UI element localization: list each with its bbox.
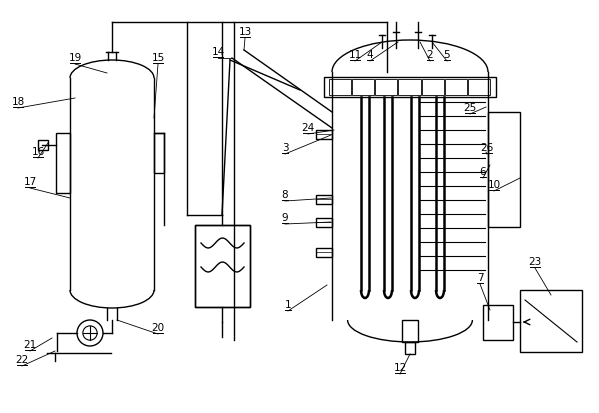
- Text: 14: 14: [211, 47, 225, 57]
- Bar: [405, 342, 415, 354]
- Text: 16: 16: [31, 147, 44, 157]
- Bar: [468, 79, 490, 95]
- Text: 3: 3: [282, 143, 288, 153]
- Text: 9: 9: [282, 213, 288, 223]
- Bar: [316, 218, 332, 227]
- Text: 8: 8: [282, 190, 288, 200]
- Text: 26: 26: [480, 143, 494, 153]
- Bar: [402, 320, 418, 342]
- Bar: [195, 225, 250, 307]
- Bar: [398, 79, 420, 95]
- Text: 22: 22: [16, 355, 29, 365]
- Bar: [316, 248, 332, 257]
- Text: 18: 18: [11, 97, 25, 107]
- Bar: [488, 112, 520, 227]
- Text: 4: 4: [367, 50, 373, 60]
- Text: 19: 19: [68, 53, 81, 63]
- Text: 25: 25: [464, 103, 477, 113]
- Bar: [520, 290, 582, 352]
- Text: 10: 10: [488, 180, 501, 190]
- Text: 5: 5: [444, 50, 450, 60]
- Bar: [38, 140, 48, 150]
- Text: 20: 20: [152, 323, 165, 333]
- Text: 13: 13: [238, 27, 252, 37]
- Bar: [316, 195, 332, 204]
- Text: 21: 21: [23, 340, 37, 350]
- Text: 7: 7: [477, 273, 483, 283]
- Text: 24: 24: [301, 123, 314, 133]
- Text: 6: 6: [480, 167, 486, 177]
- Bar: [316, 130, 332, 139]
- Bar: [329, 79, 351, 95]
- Bar: [376, 79, 397, 95]
- Text: 17: 17: [23, 177, 37, 187]
- Bar: [483, 305, 513, 340]
- Bar: [154, 133, 164, 173]
- Text: 2: 2: [426, 50, 433, 60]
- Text: 11: 11: [349, 50, 362, 60]
- Text: 1: 1: [285, 300, 291, 310]
- Bar: [195, 225, 250, 307]
- Bar: [422, 79, 444, 95]
- Bar: [56, 133, 70, 193]
- Bar: [352, 79, 374, 95]
- Bar: [324, 77, 496, 97]
- Bar: [444, 79, 467, 95]
- Text: 23: 23: [528, 257, 541, 267]
- Text: 15: 15: [152, 53, 165, 63]
- Text: 12: 12: [394, 363, 407, 373]
